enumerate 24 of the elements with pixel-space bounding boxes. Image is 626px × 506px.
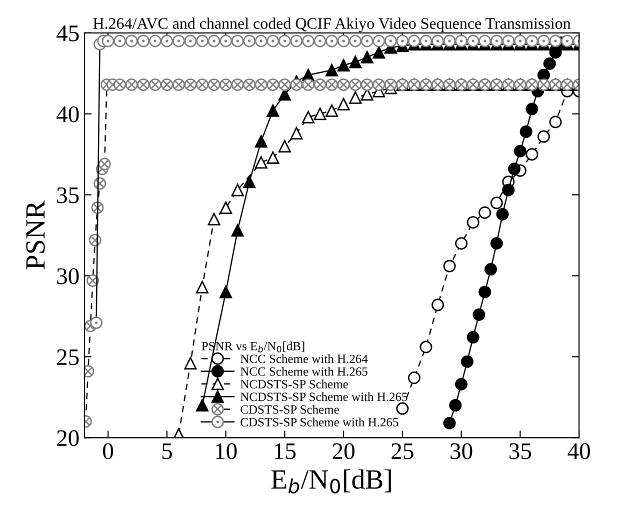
- legend-label: NCC Scheme with H.264: [240, 354, 368, 364]
- x-tick-label: 35: [510, 443, 532, 460]
- y-axis-title: PSNR: [26, 200, 45, 270]
- x-tick-label: 10: [216, 443, 237, 460]
- y-tick-label: 45: [56, 26, 79, 42]
- x-tick-label: 5: [162, 443, 172, 460]
- x-tick-label: 40: [568, 443, 590, 460]
- y-tick-label: 20: [57, 430, 79, 446]
- chart-title: H.264/AVC and channel coded QCIF Akiyo Video Sequence Transmission: [93, 18, 571, 32]
- x-tick-label: 20: [332, 443, 354, 460]
- x-tick-label: 15: [274, 443, 296, 460]
- legend-label: NCDSTS-SP Scheme with H.265: [240, 392, 408, 402]
- y-tick-label: 30: [57, 268, 79, 284]
- legend-label: NCC Scheme with H.265: [240, 366, 368, 376]
- y-tick-label: 35: [57, 187, 79, 204]
- y-tick-label: 40: [56, 106, 79, 122]
- x-tick-label: 30: [450, 443, 472, 460]
- y-tick-label: 25: [57, 349, 79, 366]
- x-tick-label: 25: [392, 443, 414, 460]
- x-axis-title: E$_{b}$/N$_{0}$[dB]: [271, 469, 391, 494]
- legend-label: NCDSTS-SP Scheme: [240, 380, 348, 388]
- x-tick-label: 0: [103, 443, 114, 460]
- legend-label: CDSTS-SP Scheme: [240, 404, 339, 414]
- legend-label: CDSTS-SP Scheme with H.265: [240, 418, 398, 426]
